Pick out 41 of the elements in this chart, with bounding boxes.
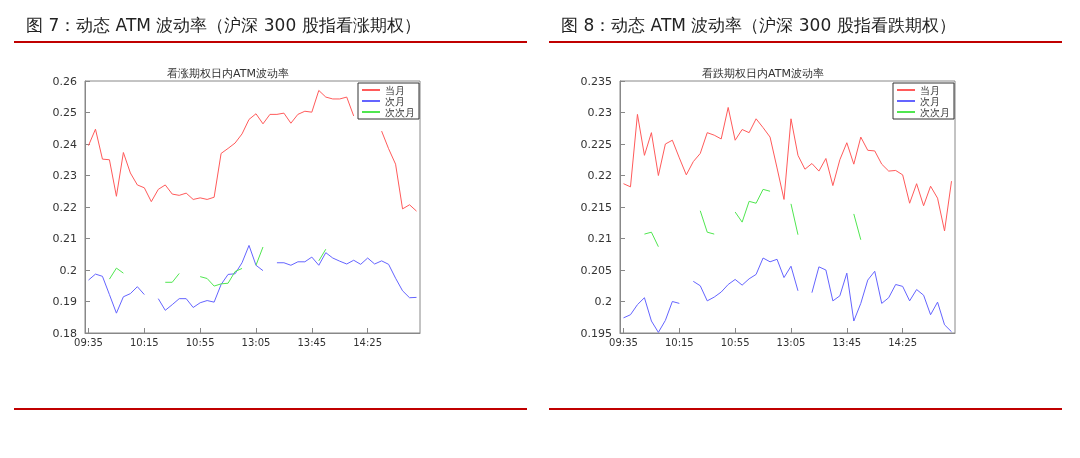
legend-label: 次月 bbox=[385, 95, 405, 107]
x-tick-label: 13:05 bbox=[776, 336, 806, 348]
chart-subtitle: 看涨期权日内ATM波动率 bbox=[167, 67, 289, 80]
y-tick-label: 0.21 bbox=[587, 232, 612, 245]
y-tick-label: 0.235 bbox=[580, 74, 612, 88]
y-tick-label: 0.22 bbox=[52, 200, 77, 214]
x-tick-label: 13:45 bbox=[297, 336, 327, 348]
legend-label: 当月 bbox=[920, 84, 940, 96]
x-tick-label: 10:15 bbox=[664, 336, 694, 348]
x-tick-label: 09:35 bbox=[609, 336, 638, 348]
y-tick-label: 0.205 bbox=[580, 263, 612, 277]
legend-label: 次次月 bbox=[385, 106, 415, 118]
y-tick-label: 0.19 bbox=[52, 295, 77, 308]
line-series bbox=[622, 106, 953, 232]
chart-title: 图 8：动态 ATM 波动率（沪深 300 股指看跌期权） bbox=[549, 8, 1062, 43]
x-tick-label: 13:05 bbox=[241, 336, 271, 348]
y-tick-label: 0.18 bbox=[52, 326, 77, 340]
y-tick-label: 0.215 bbox=[580, 200, 612, 214]
x-tick-label: 10:55 bbox=[185, 336, 215, 348]
x-tick-label: 14:25 bbox=[888, 336, 918, 348]
y-tick-label: 0.26 bbox=[52, 74, 77, 88]
y-tick-label: 0.22 bbox=[587, 169, 612, 182]
x-tick-label: 09:35 bbox=[74, 336, 103, 348]
legend-label: 次月 bbox=[920, 95, 940, 107]
y-tick-label: 0.2 bbox=[59, 263, 77, 277]
y-tick-label: 0.23 bbox=[52, 169, 77, 182]
x-tick-label: 10:15 bbox=[129, 336, 159, 348]
chart-title: 图 7：动态 ATM 波动率（沪深 300 股指看涨期权） bbox=[14, 8, 527, 43]
y-tick-label: 0.225 bbox=[580, 137, 612, 151]
y-tick-label: 0.25 bbox=[52, 106, 77, 119]
x-tick-label: 13:45 bbox=[832, 336, 862, 348]
y-tick-label: 0.23 bbox=[587, 106, 612, 119]
y-tick-label: 0.24 bbox=[52, 137, 77, 151]
chart-subtitle: 看跌期权日内ATM波动率 bbox=[702, 67, 824, 80]
legend-label: 次次月 bbox=[920, 106, 950, 118]
y-tick-label: 0.21 bbox=[52, 232, 77, 245]
x-tick-label: 14:25 bbox=[353, 336, 383, 348]
legend-label: 当月 bbox=[385, 84, 405, 96]
y-tick-label: 0.2 bbox=[594, 295, 612, 308]
x-tick-label: 10:55 bbox=[720, 336, 750, 348]
y-tick-label: 0.195 bbox=[580, 326, 612, 340]
